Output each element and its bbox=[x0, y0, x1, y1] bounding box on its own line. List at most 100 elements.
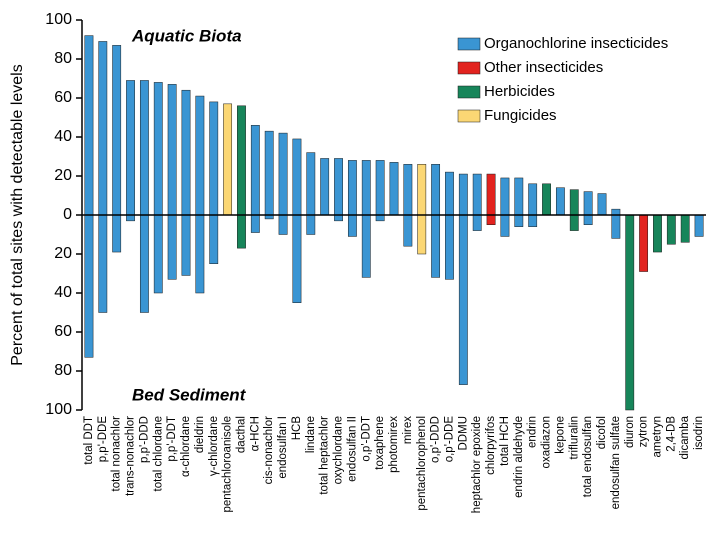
legend-swatch bbox=[457, 61, 481, 75]
bar bbox=[597, 193, 607, 216]
bar bbox=[514, 177, 524, 216]
x-tick-label: α-chlordane bbox=[180, 416, 192, 477]
bar bbox=[250, 214, 260, 233]
x-tick-label: lindane bbox=[305, 416, 317, 453]
x-tick-label: trifluralin bbox=[568, 416, 580, 459]
x-tick-label: dacthal bbox=[235, 416, 247, 453]
bar bbox=[472, 173, 482, 216]
x-tick-label: endosulfan II bbox=[346, 416, 358, 482]
x-tick-label: p,p'-DDE bbox=[97, 416, 109, 463]
x-tick-label: 2,4-DB bbox=[665, 416, 677, 452]
bar bbox=[209, 101, 219, 216]
x-tick-label: p,p'-DDD bbox=[138, 416, 150, 463]
bar bbox=[84, 35, 94, 216]
x-tick-label: heptachlor epoxide bbox=[471, 416, 483, 513]
bar bbox=[653, 214, 662, 253]
x-tick-label: ametryn bbox=[651, 416, 663, 458]
x-tick-label: total endosulfan bbox=[582, 416, 594, 497]
x-tick-label: total chlordane bbox=[152, 416, 164, 491]
annotation: Bed Sediment bbox=[132, 385, 247, 404]
y-tick-label: 100 bbox=[45, 401, 72, 418]
x-tick-label: mirex bbox=[402, 416, 414, 444]
x-tick-label: trans-nonachlor bbox=[125, 416, 137, 496]
bar bbox=[611, 208, 621, 216]
y-tick-label: 100 bbox=[45, 11, 72, 28]
bar bbox=[84, 214, 94, 358]
bar bbox=[403, 164, 413, 216]
bar bbox=[611, 214, 621, 239]
bar bbox=[417, 164, 427, 216]
x-tick-label: HCB bbox=[291, 416, 303, 441]
bar bbox=[250, 125, 260, 216]
bar bbox=[445, 214, 454, 280]
bar bbox=[389, 162, 399, 216]
x-tick-label: kepone bbox=[554, 416, 566, 454]
y-tick-label: 20 bbox=[54, 167, 72, 184]
x-tick-label: o,p'-DDE bbox=[443, 416, 455, 463]
bar bbox=[112, 214, 122, 253]
x-tick-label: p,p'-DDT bbox=[166, 416, 178, 462]
x-tick-label: photomirex bbox=[388, 416, 400, 473]
x-tick-label: endrin aldehyde bbox=[513, 416, 525, 498]
bar bbox=[153, 214, 163, 294]
y-tick-label: 40 bbox=[54, 128, 72, 145]
x-tick-label: pentachlorophenol bbox=[416, 416, 428, 511]
x-tick-label: endosulfan sulfate bbox=[610, 416, 622, 509]
bar bbox=[375, 214, 385, 222]
bar bbox=[666, 214, 676, 245]
bar bbox=[139, 80, 149, 216]
x-tick-label: total HCH bbox=[499, 416, 511, 466]
bar bbox=[514, 214, 524, 227]
bar bbox=[334, 158, 343, 216]
bar bbox=[431, 164, 441, 216]
bar bbox=[500, 214, 510, 237]
x-tick-label: dicofol bbox=[596, 416, 608, 449]
x-tick-label: isodrin bbox=[693, 416, 705, 450]
annotation: Aquatic Biota bbox=[131, 26, 242, 45]
bar bbox=[278, 132, 288, 216]
legend-label: Other insecticides bbox=[484, 59, 603, 76]
x-tick-label: diuron bbox=[624, 416, 636, 448]
legend-swatch bbox=[457, 109, 481, 123]
x-tick-label: DDMU bbox=[457, 416, 469, 451]
bar bbox=[375, 160, 385, 216]
bar bbox=[694, 214, 704, 237]
legend-label: Organochlorine insecticides bbox=[484, 35, 668, 52]
bar bbox=[306, 214, 316, 235]
bar bbox=[458, 214, 468, 385]
x-tick-label: total heptachlor bbox=[319, 416, 331, 495]
bar bbox=[181, 89, 191, 216]
x-tick-label: total nonachlor bbox=[111, 416, 123, 492]
y-tick-label: 60 bbox=[54, 323, 72, 340]
bar bbox=[264, 130, 274, 216]
bar bbox=[139, 214, 149, 313]
y-axis-title: Percent of total sites with detectable l… bbox=[9, 64, 26, 366]
bar bbox=[431, 214, 441, 278]
x-tick-label: endosulfan I bbox=[277, 416, 289, 479]
x-tick-label: cis-nonachlor bbox=[263, 416, 275, 485]
legend-swatch bbox=[457, 85, 481, 99]
bar bbox=[417, 214, 427, 255]
x-tick-label: toxaphene bbox=[374, 416, 386, 470]
bar bbox=[167, 214, 177, 280]
x-tick-label: oxychlordane bbox=[333, 416, 345, 484]
x-tick-label: pentachloroanisole bbox=[222, 416, 234, 513]
bar bbox=[542, 183, 551, 216]
bar bbox=[680, 214, 690, 243]
bar bbox=[583, 214, 593, 225]
bar bbox=[486, 214, 496, 225]
bar bbox=[569, 214, 579, 231]
bar bbox=[458, 173, 468, 216]
bar bbox=[126, 214, 135, 222]
y-tick-label: 60 bbox=[54, 89, 72, 106]
bar bbox=[347, 160, 357, 216]
bar bbox=[320, 158, 330, 216]
x-tick-label: zytron bbox=[638, 416, 650, 447]
bar bbox=[306, 152, 316, 216]
bar bbox=[555, 187, 565, 216]
x-tick-label: total DDT bbox=[83, 416, 95, 465]
bar bbox=[569, 189, 579, 216]
bar bbox=[500, 177, 510, 216]
bar bbox=[445, 171, 454, 216]
bar bbox=[98, 41, 108, 216]
